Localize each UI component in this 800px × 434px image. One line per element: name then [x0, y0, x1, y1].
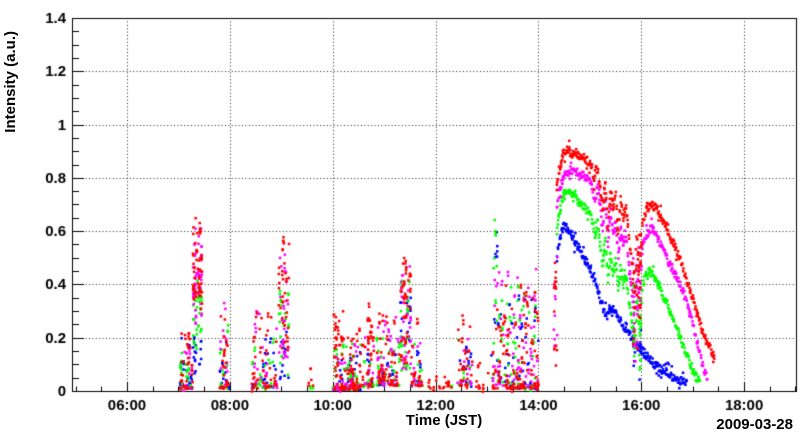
x-axis-title: Time (JST)	[405, 412, 483, 429]
y-axis-title: Intensity (a.u.)	[2, 31, 19, 133]
date-annotation: 2009-03-28	[716, 416, 793, 433]
